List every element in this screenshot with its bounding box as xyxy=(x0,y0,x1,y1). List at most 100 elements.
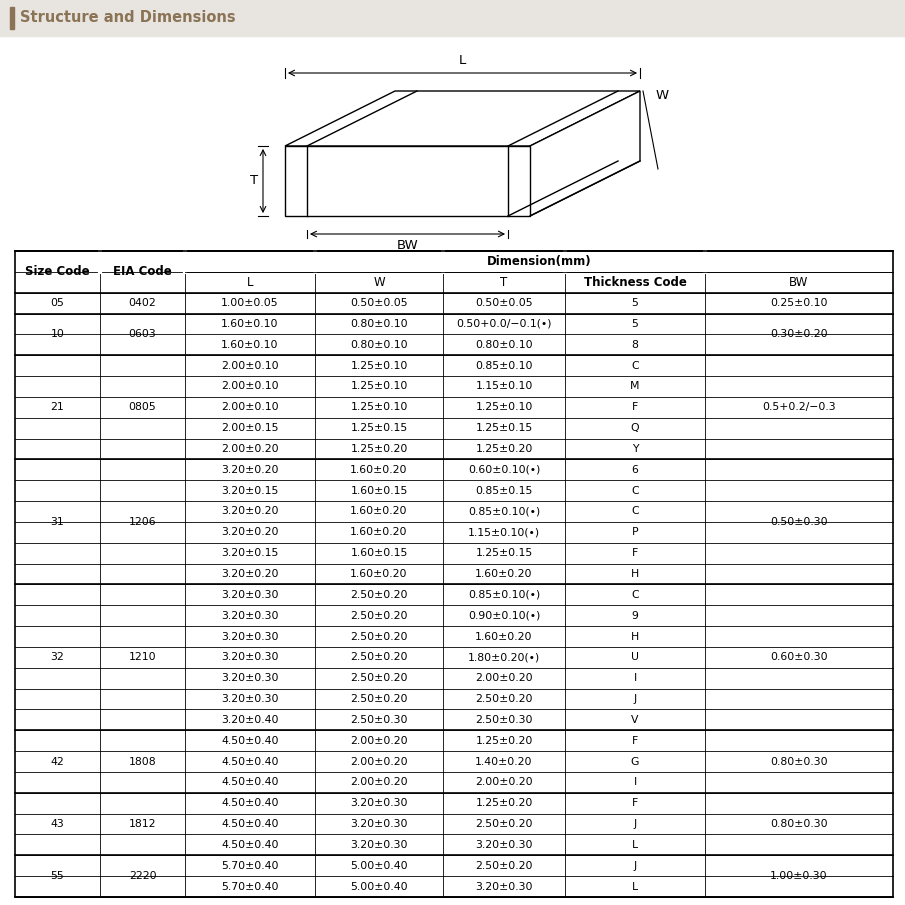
Text: 2.00±0.15: 2.00±0.15 xyxy=(221,424,279,433)
Text: 3.20±0.40: 3.20±0.40 xyxy=(221,715,279,725)
Text: 1.25±0.15: 1.25±0.15 xyxy=(475,424,533,433)
Text: 5: 5 xyxy=(632,298,638,308)
Text: 2.00±0.20: 2.00±0.20 xyxy=(475,777,533,787)
Text: I: I xyxy=(634,673,636,683)
Text: 10: 10 xyxy=(51,329,64,339)
Text: 0.80±0.10: 0.80±0.10 xyxy=(475,339,533,349)
Text: 0.80±0.10: 0.80±0.10 xyxy=(350,339,408,349)
Text: 0.50±0.05: 0.50±0.05 xyxy=(475,298,533,308)
Text: 1.60±0.20: 1.60±0.20 xyxy=(475,632,533,642)
Polygon shape xyxy=(530,91,640,216)
Text: 3.20±0.20: 3.20±0.20 xyxy=(221,465,279,475)
Text: 0.5+0.2/−0.3: 0.5+0.2/−0.3 xyxy=(762,403,836,413)
Text: 43: 43 xyxy=(51,819,64,829)
Text: Structure and Dimensions: Structure and Dimensions xyxy=(20,11,235,25)
Text: 1.25±0.20: 1.25±0.20 xyxy=(475,444,533,454)
Text: 1.25±0.15: 1.25±0.15 xyxy=(475,548,533,558)
Text: 0603: 0603 xyxy=(129,329,157,339)
Text: 5.70±0.40: 5.70±0.40 xyxy=(221,861,279,871)
Text: 6: 6 xyxy=(632,465,638,475)
Text: 3.20±0.30: 3.20±0.30 xyxy=(221,632,279,642)
Text: 1.25±0.10: 1.25±0.10 xyxy=(475,403,533,413)
Text: 2.50±0.30: 2.50±0.30 xyxy=(475,715,533,725)
Text: 2.50±0.20: 2.50±0.20 xyxy=(350,632,408,642)
Text: 5.00±0.40: 5.00±0.40 xyxy=(350,861,408,871)
Text: 4.50±0.40: 4.50±0.40 xyxy=(221,798,279,808)
Text: 1.15±0.10(•): 1.15±0.10(•) xyxy=(468,528,540,538)
Text: 2.50±0.20: 2.50±0.20 xyxy=(350,694,408,704)
Text: Q: Q xyxy=(631,424,639,433)
Text: 4.50±0.40: 4.50±0.40 xyxy=(221,840,279,850)
Text: W: W xyxy=(373,276,385,289)
Text: 0.90±0.10(•): 0.90±0.10(•) xyxy=(468,611,540,621)
Text: 3.20±0.30: 3.20±0.30 xyxy=(350,840,408,850)
Text: 1.25±0.20: 1.25±0.20 xyxy=(475,736,533,746)
Text: 21: 21 xyxy=(51,403,64,413)
Text: 3.20±0.30: 3.20±0.30 xyxy=(221,694,279,704)
Text: 3.20±0.20: 3.20±0.20 xyxy=(221,507,279,517)
Text: 3.20±0.30: 3.20±0.30 xyxy=(221,611,279,621)
Text: 1.25±0.10: 1.25±0.10 xyxy=(350,360,407,371)
Text: P: P xyxy=(632,528,638,538)
Text: H: H xyxy=(631,632,639,642)
Text: 0.25±0.10: 0.25±0.10 xyxy=(770,298,828,308)
Text: 1.60±0.20: 1.60±0.20 xyxy=(350,465,408,475)
Bar xyxy=(15,251,893,897)
Text: 0.85±0.10(•): 0.85±0.10(•) xyxy=(468,507,540,517)
Text: 1.60±0.20: 1.60±0.20 xyxy=(350,569,408,579)
Text: 32: 32 xyxy=(51,653,64,662)
Bar xyxy=(10,7,14,29)
Text: 5: 5 xyxy=(632,319,638,329)
Text: 3.20±0.20: 3.20±0.20 xyxy=(221,569,279,579)
Text: 1.25±0.10: 1.25±0.10 xyxy=(350,381,407,392)
Text: 3.20±0.30: 3.20±0.30 xyxy=(475,840,533,850)
Text: C: C xyxy=(631,507,639,517)
Text: 2.50±0.20: 2.50±0.20 xyxy=(350,611,408,621)
Text: V: V xyxy=(632,715,639,725)
Text: 3.20±0.30: 3.20±0.30 xyxy=(221,653,279,662)
Text: BW: BW xyxy=(396,239,418,252)
Text: 2.50±0.30: 2.50±0.30 xyxy=(350,715,408,725)
Text: I: I xyxy=(634,777,636,787)
Text: 8: 8 xyxy=(632,339,638,349)
Text: 1.25±0.20: 1.25±0.20 xyxy=(350,444,407,454)
Text: 4.50±0.40: 4.50±0.40 xyxy=(221,819,279,829)
Text: Y: Y xyxy=(632,444,638,454)
Text: 1.60±0.20: 1.60±0.20 xyxy=(350,507,408,517)
Text: 2.00±0.10: 2.00±0.10 xyxy=(221,381,279,392)
Text: J: J xyxy=(634,694,636,704)
Text: 3.20±0.30: 3.20±0.30 xyxy=(221,590,279,600)
Text: 0.30±0.20: 0.30±0.20 xyxy=(770,329,828,339)
Text: F: F xyxy=(632,736,638,746)
Text: T: T xyxy=(250,175,258,187)
Text: 1.60±0.20: 1.60±0.20 xyxy=(475,569,533,579)
Text: EIA Code: EIA Code xyxy=(113,265,172,279)
Text: 0.50±0.30: 0.50±0.30 xyxy=(770,517,828,527)
Text: 1.15±0.10: 1.15±0.10 xyxy=(475,381,533,392)
Polygon shape xyxy=(285,91,640,146)
Text: L: L xyxy=(459,54,466,67)
Text: 3.20±0.15: 3.20±0.15 xyxy=(222,486,279,496)
Text: 2.00±0.20: 2.00±0.20 xyxy=(475,673,533,683)
Text: 1.80±0.20(•): 1.80±0.20(•) xyxy=(468,653,540,662)
Text: C: C xyxy=(631,360,639,371)
Text: 1.40±0.20: 1.40±0.20 xyxy=(475,757,533,767)
Text: 0.60±0.30: 0.60±0.30 xyxy=(770,653,828,662)
Text: 0.50±0.05: 0.50±0.05 xyxy=(350,298,408,308)
Text: 4.50±0.40: 4.50±0.40 xyxy=(221,777,279,787)
Text: U: U xyxy=(631,653,639,662)
Text: 0.80±0.30: 0.80±0.30 xyxy=(770,819,828,829)
Text: 1206: 1206 xyxy=(129,517,157,527)
Text: 55: 55 xyxy=(51,872,64,881)
Text: 2.00±0.20: 2.00±0.20 xyxy=(350,736,408,746)
Text: 2.00±0.10: 2.00±0.10 xyxy=(221,360,279,371)
Text: 0.85±0.10: 0.85±0.10 xyxy=(475,360,533,371)
Text: 2.00±0.10: 2.00±0.10 xyxy=(221,403,279,413)
Text: 05: 05 xyxy=(51,298,64,308)
Text: 1.60±0.10: 1.60±0.10 xyxy=(221,319,279,329)
Text: W: W xyxy=(656,90,669,102)
Text: 0805: 0805 xyxy=(129,403,157,413)
Text: 0402: 0402 xyxy=(129,298,157,308)
Text: 1.60±0.10: 1.60±0.10 xyxy=(221,339,279,349)
Text: 1.25±0.20: 1.25±0.20 xyxy=(475,798,533,808)
